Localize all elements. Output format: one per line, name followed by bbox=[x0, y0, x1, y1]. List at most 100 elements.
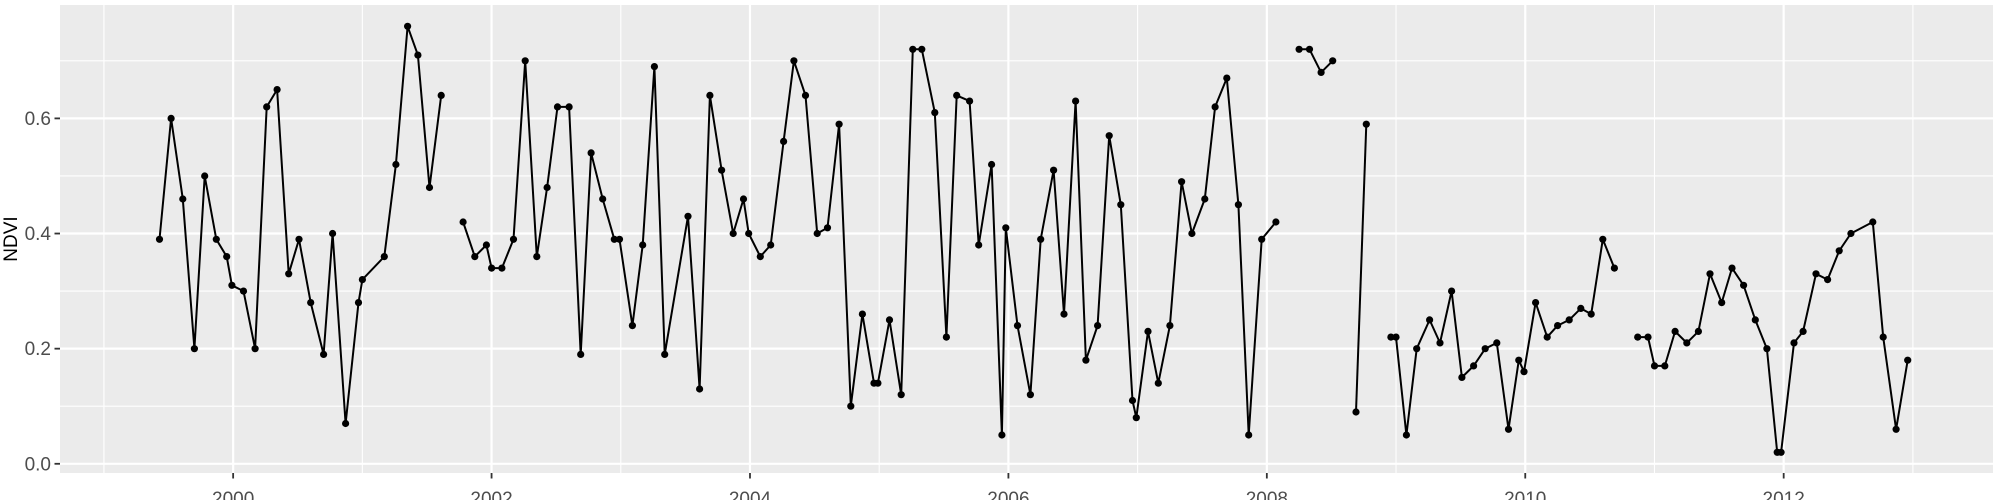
data-point bbox=[482, 241, 490, 249]
data-point bbox=[543, 183, 551, 192]
data-point bbox=[1650, 362, 1659, 370]
data-point bbox=[1223, 74, 1231, 82]
data-point bbox=[1387, 333, 1395, 341]
data-point bbox=[1392, 333, 1400, 341]
data-point bbox=[1634, 333, 1642, 341]
data-point bbox=[1790, 339, 1798, 347]
data-point bbox=[228, 281, 236, 289]
data-point bbox=[1329, 57, 1337, 65]
data-point bbox=[1037, 235, 1045, 243]
data-point bbox=[909, 45, 917, 53]
data-point bbox=[1532, 299, 1540, 307]
data-point bbox=[739, 195, 748, 203]
data-point bbox=[1082, 356, 1090, 364]
x-tick-label: 2006 bbox=[987, 489, 1029, 500]
data-point bbox=[599, 195, 607, 203]
data-point bbox=[942, 333, 951, 341]
data-point bbox=[1352, 408, 1360, 416]
data-point bbox=[533, 253, 541, 261]
y-tick-label: 0.2 bbox=[25, 339, 51, 360]
data-point bbox=[1520, 368, 1528, 376]
data-point bbox=[1777, 448, 1785, 456]
data-point bbox=[847, 402, 855, 410]
data-point bbox=[437, 91, 445, 99]
data-point bbox=[953, 91, 961, 99]
line-segment bbox=[158, 25, 443, 425]
data-point bbox=[1026, 391, 1034, 399]
data-point bbox=[801, 91, 810, 99]
data-point bbox=[1094, 322, 1102, 330]
data-point bbox=[392, 160, 400, 169]
data-point bbox=[610, 235, 618, 243]
data-point bbox=[1201, 195, 1209, 203]
data-point bbox=[628, 322, 637, 330]
data-point bbox=[342, 419, 350, 428]
data-point bbox=[1362, 120, 1370, 128]
data-point bbox=[661, 350, 669, 358]
data-point bbox=[380, 253, 388, 261]
data-point bbox=[1847, 229, 1855, 238]
data-point bbox=[251, 345, 259, 353]
data-point bbox=[1060, 310, 1068, 318]
data-point bbox=[1565, 316, 1573, 324]
x-tick-label: 2004 bbox=[729, 489, 772, 500]
data-point bbox=[285, 270, 293, 278]
data-point bbox=[1644, 333, 1652, 341]
data-point bbox=[404, 22, 412, 30]
plot-panel bbox=[60, 5, 1993, 473]
y-tick-label: 0.4 bbox=[25, 224, 52, 245]
data-point bbox=[521, 57, 529, 65]
data-point bbox=[1706, 270, 1714, 278]
data-point bbox=[858, 310, 867, 318]
data-point bbox=[212, 235, 220, 243]
line-segment bbox=[1390, 238, 1616, 436]
data-point bbox=[498, 264, 506, 272]
data-point bbox=[1481, 345, 1489, 353]
data-point bbox=[1154, 379, 1162, 387]
data-point bbox=[639, 241, 647, 249]
data-point bbox=[1188, 229, 1196, 238]
x-tick-label: 2008 bbox=[1246, 489, 1288, 500]
y-axis-title: NDVI bbox=[1, 216, 22, 261]
data-point bbox=[1470, 362, 1478, 370]
line-segment bbox=[1299, 48, 1334, 74]
data-point bbox=[273, 86, 281, 94]
data-point bbox=[190, 345, 198, 353]
data-point bbox=[295, 235, 303, 243]
data-point bbox=[1504, 425, 1513, 433]
data-point bbox=[239, 287, 248, 295]
data-point bbox=[790, 57, 798, 65]
data-point bbox=[696, 385, 704, 393]
data-point bbox=[425, 183, 434, 192]
data-point bbox=[998, 431, 1006, 439]
data-point bbox=[1258, 235, 1266, 243]
data-point bbox=[1554, 322, 1562, 330]
data-point bbox=[1869, 218, 1877, 226]
data-point bbox=[1661, 362, 1669, 370]
data-point bbox=[1892, 425, 1900, 433]
data-point bbox=[1305, 45, 1314, 53]
data-point bbox=[650, 63, 659, 71]
data-point bbox=[1211, 103, 1219, 111]
data-point bbox=[1002, 224, 1010, 232]
data-point bbox=[1599, 235, 1607, 243]
data-point bbox=[1543, 333, 1551, 341]
data-point bbox=[1013, 322, 1022, 330]
data-point bbox=[1050, 166, 1058, 174]
data-point bbox=[320, 350, 328, 358]
data-point bbox=[1824, 276, 1832, 284]
data-point bbox=[975, 241, 983, 249]
data-point bbox=[1683, 339, 1691, 347]
data-point bbox=[718, 166, 726, 174]
data-point bbox=[459, 218, 467, 226]
data-point bbox=[553, 103, 562, 111]
data-point bbox=[1426, 316, 1434, 324]
data-point bbox=[1718, 299, 1726, 307]
data-point bbox=[1105, 132, 1113, 140]
data-point bbox=[1317, 68, 1325, 76]
data-point bbox=[684, 212, 692, 220]
data-point bbox=[1402, 431, 1410, 439]
data-point bbox=[1812, 270, 1820, 278]
data-point bbox=[745, 229, 753, 238]
